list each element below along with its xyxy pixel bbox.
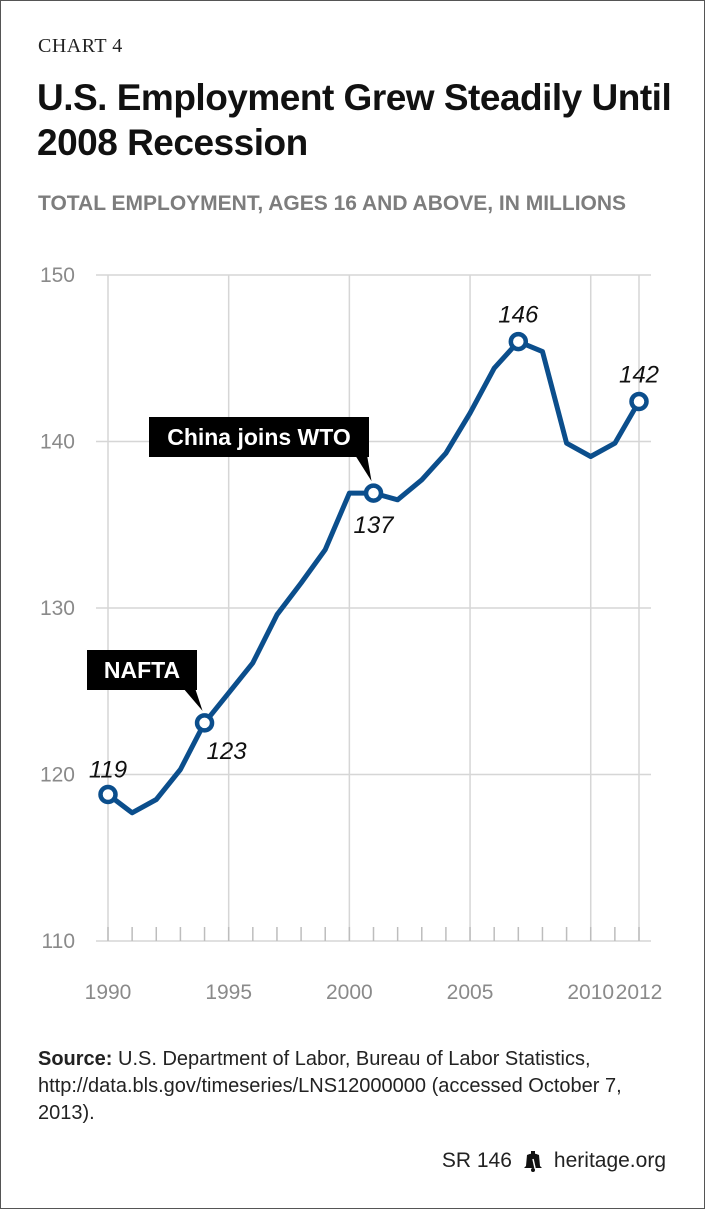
data-point-marker <box>629 391 649 412</box>
y-tick-label: 110 <box>42 930 75 953</box>
callout-box <box>87 650 197 690</box>
source-label: Source: <box>38 1048 113 1070</box>
data-label: 142 <box>619 362 659 389</box>
data-label: 137 <box>353 512 395 539</box>
site-name: heritage.org <box>553 1149 666 1172</box>
x-tick-label: 1990 <box>85 981 132 1004</box>
y-tick-label: 130 <box>40 597 75 620</box>
y-tick-label: 140 <box>40 431 75 454</box>
callout-pointer <box>183 688 203 711</box>
liberty-bell-icon <box>523 1151 542 1172</box>
x-tick-label: 2005 <box>447 981 494 1004</box>
employment-line <box>105 339 642 816</box>
y-tick-label: 120 <box>40 764 75 787</box>
chart-number: CHART 4 <box>38 35 123 57</box>
data-point-marker <box>194 713 215 733</box>
chart-subtitle: TOTAL EMPLOYMENT, AGES 16 AND ABOVE, IN … <box>38 192 627 215</box>
callout-label: China joins WTO <box>167 424 351 450</box>
chart-title: U.S. Employment Grew Steadily Until 2008… <box>37 77 672 163</box>
source-note: Source: U.S. Department of Labor, Bureau… <box>38 1046 678 1127</box>
y-tick-label: 150 <box>40 264 75 287</box>
callout-label: NAFTA <box>104 657 180 683</box>
data-label: 119 <box>89 756 127 783</box>
data-point-marker <box>508 331 529 352</box>
x-tick-label: 2012 <box>616 981 663 1004</box>
x-tick-label: 2010 <box>567 981 614 1004</box>
x-tick-label: 1995 <box>205 981 252 1004</box>
data-label: 123 <box>207 738 248 765</box>
report-number: SR 146 <box>441 1149 512 1172</box>
footer: SR 146 heritage.org <box>442 1149 666 1173</box>
x-tick-label: 2000 <box>326 981 373 1004</box>
data-point-marker <box>363 483 384 503</box>
callout-pointer <box>355 455 372 482</box>
source-text: U.S. Department of Labor, Bureau of Labo… <box>38 1048 622 1124</box>
data-point-marker <box>98 784 118 805</box>
line-chart: 110 120 130 140 150 1990 1995 2000 2005 2010 2012 N… <box>40 264 663 1004</box>
callout-box <box>149 417 369 457</box>
data-label: 146 <box>498 302 539 329</box>
